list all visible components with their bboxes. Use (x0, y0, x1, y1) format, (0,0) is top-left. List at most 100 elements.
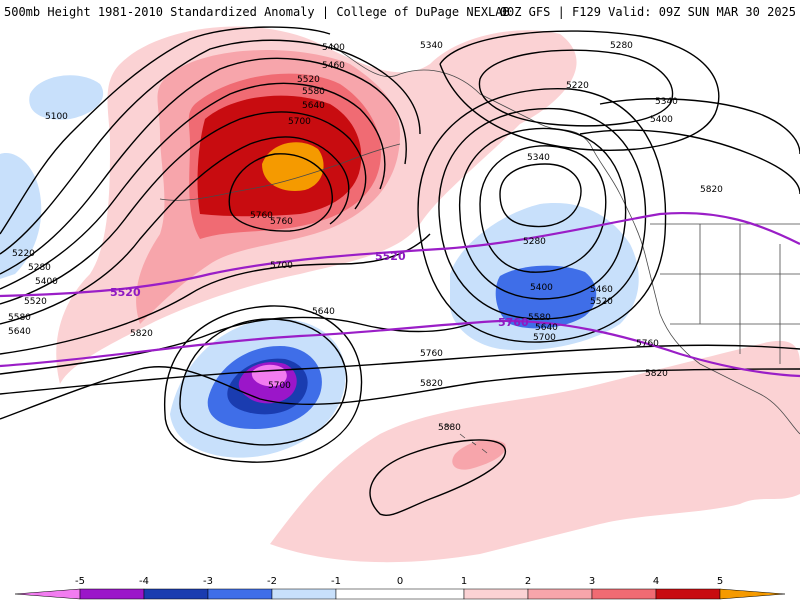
contour-line (228, 153, 333, 232)
colorbar-tick-label: -3 (203, 576, 213, 587)
anomaly-fill-neg1-nw (29, 75, 104, 120)
height-contours (0, 26, 800, 516)
contour-label: 5400 (322, 43, 345, 53)
contour-line (0, 26, 331, 235)
contour-line (579, 129, 800, 195)
contour-label: 5700 (533, 333, 556, 343)
contour-label: 5640 (312, 307, 335, 317)
contour-line (0, 111, 367, 305)
colorbar-swatch (335, 588, 465, 600)
colorbar-swatch (655, 588, 721, 600)
colorbar-tick-label: -1 (331, 576, 341, 587)
contour-label: 5400 (650, 115, 673, 125)
contour-label: 5760 (420, 349, 443, 359)
colorbar-swatch (207, 588, 273, 600)
contour-label: 5460 (590, 285, 613, 295)
contour-label: 5400 (35, 277, 58, 287)
colorbar-tick-label: -2 (267, 576, 277, 587)
hawaiian-islands (444, 423, 488, 454)
colorbar-swatch (143, 588, 209, 600)
contour-line (0, 316, 471, 375)
contour-line (458, 127, 627, 300)
contour-label: 5700 (270, 261, 293, 271)
contour-label: 5280 (523, 237, 546, 247)
contour-label: 5700 (288, 117, 311, 127)
contour-label: 5580 (302, 87, 325, 97)
colorbar-tick-label: -5 (75, 576, 85, 587)
contour-label: 5400 (530, 283, 553, 293)
contour-label: 5280 (28, 263, 51, 273)
colorbar-swatch (271, 588, 337, 600)
anomaly-fill-pos1-south (270, 340, 800, 563)
colorbar-tick-label: 0 (397, 576, 403, 587)
colorbar-tick-label: 4 (653, 576, 659, 587)
highlighted-contours (0, 211, 800, 378)
contour-label: 5520 (24, 297, 47, 307)
contour-line (0, 136, 350, 325)
contour-label: 5820 (130, 329, 153, 339)
model-run-info: 00Z GFS | F129 Valid: 09Z SUN MAR 30 202… (499, 5, 796, 19)
contour-label-layer: 5100 5400 5460 5520 5580 5640 5700 5760 … (8, 41, 723, 433)
contour-line (438, 107, 647, 320)
contour-line (0, 82, 386, 290)
contour-label: 5580 (8, 313, 31, 323)
contour-label: 5340 (655, 97, 678, 107)
state-borders (650, 223, 800, 364)
contour-line (599, 98, 800, 155)
anomaly-fill-neg2-east (495, 265, 597, 329)
contour-line (0, 39, 421, 255)
contour-line (479, 145, 607, 273)
contour-line (417, 87, 667, 343)
colorbar-tick-label: 2 (525, 576, 531, 587)
colorbar-tick-label: 5 (717, 576, 723, 587)
chart-title: 500mb Height 1981-2010 Standardized Anom… (4, 5, 510, 19)
colorbar-swatch (79, 588, 145, 600)
contour-label: 5340 (420, 41, 443, 51)
contour-label-highlight: 5520 (110, 286, 141, 299)
contour-line (179, 318, 348, 446)
contour-line (0, 344, 800, 395)
contour-label: 5820 (645, 369, 668, 379)
contour-label: 5100 (45, 112, 68, 122)
colorbar-swatch (719, 588, 786, 600)
contour-5760-highlight (0, 319, 800, 378)
contour-label: 5820 (700, 185, 723, 195)
contour-line (0, 366, 800, 420)
colorbar-ticks: -5 -4 -3 -2 -1 0 1 2 3 4 5 (75, 576, 723, 587)
contour-5520-highlight (0, 211, 800, 298)
contour-label: 5520 (297, 75, 320, 85)
contour-label: 5760 (270, 217, 293, 227)
contour-label: 5640 (8, 327, 31, 337)
colorbar: -5 -4 -3 -2 -1 0 1 2 3 4 5 (14, 576, 786, 600)
contour-label: 5580 (528, 313, 551, 323)
contour-line (164, 305, 363, 463)
alaska-coastline (329, 43, 621, 195)
contour-label: 5760 (250, 211, 273, 221)
colorbar-swatches (14, 588, 786, 600)
colorbar-tick-label: 3 (589, 576, 595, 587)
contour-line (0, 233, 431, 355)
contour-label: 5760 (636, 339, 659, 349)
colorbar-tick-label: -4 (139, 576, 149, 587)
colorbar-swatch (527, 588, 593, 600)
aleutian-chain (159, 143, 401, 201)
contour-label: 5220 (566, 81, 589, 91)
anomaly-fill-pos2-south (452, 439, 506, 470)
colorbar-swatch (463, 588, 529, 600)
contour-label: 5880 (438, 423, 461, 433)
contour-label: 5820 (420, 379, 443, 389)
anomaly-shading (0, 26, 800, 563)
contour-label: 5640 (302, 101, 325, 111)
contour-label: 5520 (590, 297, 613, 307)
contour-label-highlight: 5760 (498, 316, 529, 329)
contour-label: 5700 (268, 381, 291, 391)
contour-label: 5280 (610, 41, 633, 51)
contour-line (439, 30, 720, 151)
contour-label: 5220 (12, 249, 35, 259)
contour-label: 5460 (322, 61, 345, 71)
contour-line (369, 439, 506, 516)
contour-label: 5640 (535, 323, 558, 333)
contour-line (499, 163, 582, 228)
contour-line (0, 57, 407, 275)
colorbar-swatch (14, 588, 81, 600)
